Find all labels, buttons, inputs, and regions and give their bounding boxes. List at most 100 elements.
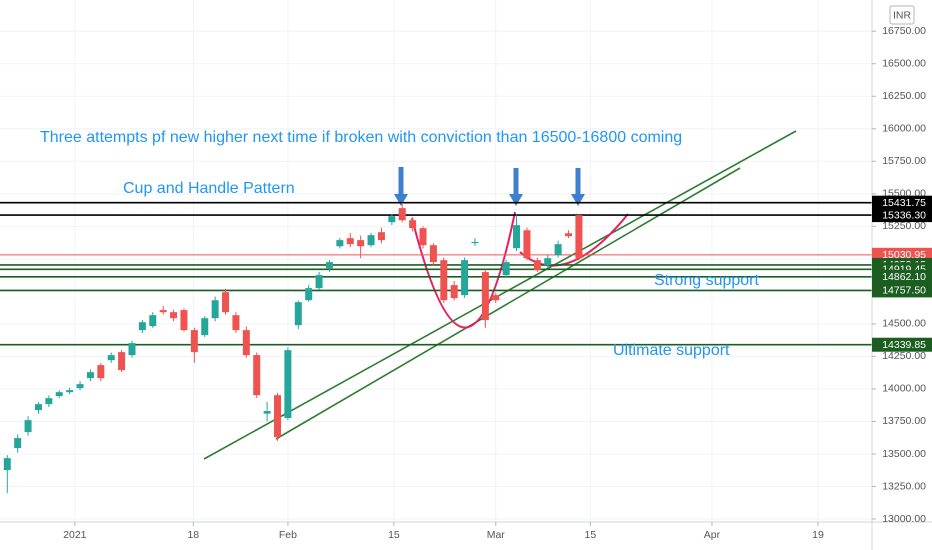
handle-curve: [519, 213, 629, 267]
candle-body: [513, 225, 521, 249]
y-tick-label: 14500.00: [882, 318, 926, 330]
x-tick-label: 15: [584, 529, 596, 541]
currency-box: [889, 5, 915, 25]
y-tick-label: 16000.00: [882, 123, 926, 135]
x-tick-label: 19: [812, 529, 824, 541]
candle-body: [34, 404, 42, 411]
drawings: [203, 130, 797, 460]
candle-body: [222, 292, 230, 313]
candle-body: [201, 318, 209, 336]
candle-body: [190, 330, 198, 353]
y-tick-label: 13750.00: [882, 415, 926, 427]
candle-body: [76, 384, 84, 389]
annotation: Ultimate support: [613, 342, 730, 359]
y-tick-label: 16500.00: [882, 58, 926, 70]
candle-body: [398, 208, 406, 221]
level-label: 14339.85: [882, 339, 926, 351]
x-tick-label: 18: [187, 529, 199, 541]
candle-body: [565, 233, 573, 237]
time-axis: 2021 18 Feb 15 Mar 15 Apr 19: [63, 522, 824, 541]
level-label-box: [872, 195, 932, 210]
candle-body: [263, 411, 271, 414]
trend-line: [203, 130, 797, 460]
y-tick-label: 13000.00: [882, 513, 926, 525]
level-labels: 15431.7515336.3015030.9514953.1514919.45…: [872, 195, 932, 352]
y-tick-label: 15250.00: [882, 220, 926, 232]
candle-body: [128, 343, 136, 356]
candle-body: [357, 240, 365, 247]
x-tick-label: 15: [388, 529, 400, 541]
candle-body: [170, 312, 178, 319]
candle-body: [377, 232, 385, 241]
candle-body: [388, 216, 396, 223]
candle-body: [284, 350, 292, 419]
candle-body: [138, 322, 146, 331]
candle-body: [66, 390, 74, 393]
y-tick-label: 13250.00: [882, 480, 926, 492]
y-tick-label: 16750.00: [882, 25, 926, 37]
currency: INR: [893, 9, 912, 21]
x-tick-label: 2021: [63, 529, 87, 541]
candle-body: [440, 260, 448, 301]
x-tick-label: Apr: [704, 529, 721, 541]
annotation: Cup and Handle Pattern: [123, 180, 295, 197]
level-label: 15030.95: [882, 249, 926, 261]
candle-body: [554, 244, 562, 256]
y-tick-label: 13500.00: [882, 448, 926, 460]
candle-body: [180, 310, 188, 331]
candle-body: [149, 315, 157, 327]
level-label: 14757.50: [882, 285, 926, 297]
arrows: [394, 167, 585, 206]
candle-body: [107, 355, 115, 361]
candle-body: [97, 365, 105, 379]
y-tick-label: 16250.00: [882, 90, 926, 102]
candle-body: [544, 258, 552, 266]
candle-body: [325, 262, 333, 269]
candle-body: [232, 315, 240, 331]
x-tick-label: Mar: [487, 529, 506, 541]
candle-body: [367, 235, 375, 246]
level-label: 15431.75: [882, 197, 926, 209]
candle-body: [242, 330, 250, 356]
candles: [3, 202, 583, 494]
level-label-box: [872, 337, 932, 352]
candle-body: [24, 420, 32, 433]
annotation: Three attempts pf new higher next time i…: [40, 129, 682, 146]
candle-body: [419, 228, 427, 246]
candle-body: [86, 372, 94, 379]
cup-curve: [411, 211, 516, 329]
candle-body: [45, 398, 53, 405]
candle-body: [294, 302, 302, 326]
y-tick-label: 14250.00: [882, 350, 926, 362]
grid: [0, 0, 872, 522]
candle-body: [481, 272, 489, 321]
level-label-box: [872, 283, 932, 298]
y-tick-label: 14000.00: [882, 383, 926, 395]
candle-body: [274, 395, 282, 438]
candle-body: [429, 245, 437, 263]
candle-body: [575, 215, 583, 259]
candle-body: [346, 238, 354, 245]
candle-body: [492, 295, 500, 301]
candle-body: [315, 275, 323, 289]
candle-body: [14, 438, 22, 449]
candle-body: [305, 288, 313, 301]
level-label-box: [872, 269, 932, 284]
trend-line: [275, 167, 741, 440]
candle-body: [336, 240, 344, 247]
candle-body: [118, 352, 126, 371]
candle-body: [55, 392, 63, 397]
candle-body: [533, 260, 541, 271]
x-tick-label: Feb: [279, 529, 297, 541]
candle-body: [471, 241, 479, 244]
candle-body: [211, 300, 219, 319]
candle-body: [409, 220, 417, 229]
level-label-box: [872, 208, 932, 223]
candle-body: [159, 310, 167, 313]
candle-body: [253, 355, 261, 396]
level-label: 14862.10: [882, 271, 926, 283]
candle-body: [461, 260, 469, 296]
level-label: 15336.30: [882, 209, 926, 221]
y-tick-label: 15750.00: [882, 155, 926, 167]
